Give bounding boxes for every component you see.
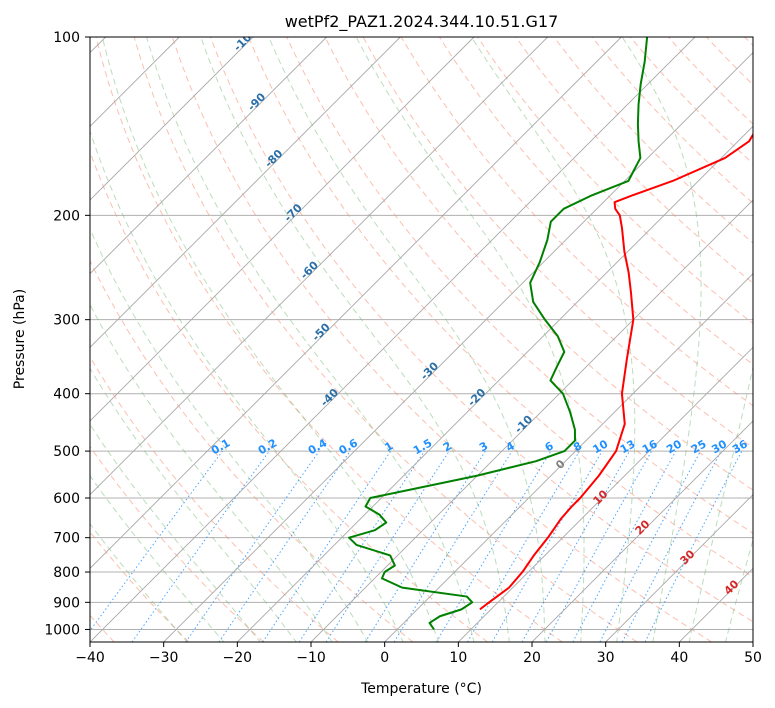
- dry-adiabat-line: [90, 445, 264, 642]
- mixing-ratio-line: [90, 450, 223, 632]
- x-axis-title: Temperature (°C): [360, 681, 482, 697]
- dry-adiabat-line: [515, 37, 753, 284]
- y-tick-label: 600: [53, 491, 80, 507]
- moist-adiabat-line: [90, 423, 261, 642]
- isotherm-line: [531, 420, 753, 642]
- dry-adiabat-line: [210, 37, 753, 623]
- dry-adiabat-line: [133, 37, 638, 642]
- y-axis-title: Pressure (hPa): [12, 289, 28, 389]
- y-tick-label: 100: [53, 30, 80, 46]
- x-tick-label: 20: [523, 650, 541, 666]
- moist-adiabat-line: [90, 522, 188, 642]
- dry-adiabat-line: [171, 37, 712, 642]
- moist-adiabat-line: [90, 227, 369, 642]
- x-tick-label: −20: [223, 650, 253, 666]
- dewpoint-profile-line: [348, 37, 649, 631]
- mixing-ratio-line: [218, 450, 351, 642]
- isotherm-line: [605, 494, 753, 642]
- x-axis-ticks: −40 −30 −20 −10 0 10 20 30 40 50: [75, 642, 762, 666]
- y-axis-ticks: 1000 900 800 700 600 500 400 300 200 100: [44, 30, 90, 638]
- isotherm-line: [90, 37, 622, 569]
- moist-adiabat-line: [688, 365, 753, 642]
- dry-adiabat-line: [591, 37, 753, 204]
- isotherm-line: [310, 199, 753, 642]
- dry-adiabat-line: [248, 37, 753, 578]
- isotherm-line: [237, 125, 753, 642]
- profile-series: [348, 37, 753, 631]
- dry-adiabat-line: [90, 259, 414, 642]
- dry-adiabats: [90, 37, 753, 642]
- isotherm-line: [90, 37, 475, 422]
- mixing-ratio-line: [435, 450, 552, 642]
- y-tick-label: 900: [53, 595, 80, 611]
- y-tick-label: 800: [53, 565, 80, 581]
- isotherm-line: [163, 52, 753, 642]
- moist-adiabat-line: [725, 538, 753, 642]
- moist-adiabats: [90, 37, 753, 642]
- plot-background: [90, 37, 753, 642]
- isotherm-line: [458, 346, 753, 642]
- pressure-gridlines: [90, 37, 753, 630]
- moist-adiabat-line: [90, 129, 404, 642]
- x-tick-label: −10: [296, 650, 326, 666]
- moist-adiabat-line: [101, 37, 440, 642]
- mixing-ratio-line: [185, 450, 320, 642]
- isotherm-line: [90, 37, 548, 496]
- y-tick-label: 200: [53, 208, 80, 224]
- moist-adiabat-line: [90, 367, 297, 642]
- dry-adiabat-line: [400, 37, 753, 407]
- moist-adiabat-line: [621, 37, 702, 642]
- y-tick-label: 700: [53, 531, 80, 547]
- plot-frame: [89, 36, 754, 643]
- isotherms: [90, 37, 753, 642]
- dry-adiabat-line: [95, 37, 563, 642]
- isotherm-line: [90, 37, 254, 201]
- x-tick-label: 30: [597, 650, 615, 666]
- x-tick-label: 0: [380, 650, 389, 666]
- moist-adiabat-line: [146, 37, 475, 642]
- x-tick-label: 50: [744, 650, 762, 666]
- isotherm-line: [384, 273, 753, 642]
- moist-adiabat-line: [355, 37, 585, 642]
- moist-adiabat-line: [268, 37, 546, 642]
- mixing-ratio-line: [491, 450, 603, 642]
- x-tick-label: −40: [75, 650, 105, 666]
- dry-adiabat-line: [629, 37, 753, 165]
- dry-adiabat-line: [477, 37, 753, 325]
- y-tick-label: 500: [53, 444, 80, 460]
- isotherm-line: [90, 37, 401, 348]
- chart-title: wetPf2_PAZ1.2024.344.10.51.G17: [285, 12, 559, 32]
- mixing-ratio-line: [467, 450, 580, 642]
- mixing-ratio-line: [325, 450, 450, 642]
- y-tick-label: 1000: [44, 622, 80, 638]
- mixing-ratio-line: [364, 450, 486, 642]
- x-tick-label: 10: [449, 650, 467, 666]
- mixing-ratio-line: [521, 450, 630, 642]
- moist-adiabat-line: [90, 474, 225, 642]
- x-tick-label: 40: [670, 650, 688, 666]
- mixing-ratio-lines: [90, 450, 743, 642]
- y-tick-label: 300: [53, 313, 80, 329]
- temperature-profile-line: [479, 132, 753, 611]
- x-tick-label: −30: [149, 650, 179, 666]
- moist-adiabat-line: [471, 37, 636, 642]
- isotherm-line: [90, 37, 696, 642]
- y-tick-label: 400: [53, 387, 80, 403]
- dry-adiabat-line: [324, 37, 753, 491]
- mixing-ratio-line: [572, 450, 677, 642]
- isotherm-line: [90, 37, 327, 275]
- mixing-ratio-line: [393, 450, 513, 642]
- mixing-ratio-line: [131, 450, 270, 642]
- moist-adiabat-line: [200, 37, 510, 642]
